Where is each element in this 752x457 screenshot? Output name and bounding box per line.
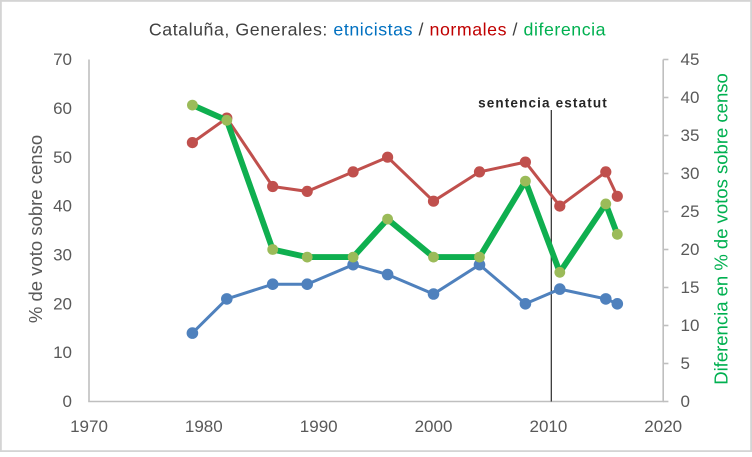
svg-text:2020: 2020 (644, 417, 682, 436)
svg-text:10: 10 (53, 343, 72, 362)
svg-text:% de voto sobre censo: % de voto sobre censo (25, 135, 46, 323)
svg-text:2000: 2000 (415, 417, 453, 436)
svg-text:30: 30 (681, 164, 700, 183)
svg-text:25: 25 (681, 202, 700, 221)
svg-text:50: 50 (53, 148, 72, 167)
svg-text:sentencia estatut: sentencia estatut (478, 96, 608, 111)
svg-text:40: 40 (53, 197, 72, 216)
svg-text:30: 30 (53, 246, 72, 265)
svg-text:2010: 2010 (529, 417, 567, 436)
svg-text:15: 15 (681, 278, 700, 297)
svg-text:1970: 1970 (70, 417, 108, 436)
svg-text:1990: 1990 (300, 417, 338, 436)
svg-text:10: 10 (681, 316, 700, 335)
svg-text:40: 40 (681, 88, 700, 107)
svg-text:5: 5 (681, 354, 690, 373)
svg-text:70: 70 (53, 50, 72, 69)
svg-text:60: 60 (53, 99, 72, 118)
svg-text:0: 0 (63, 392, 72, 411)
svg-text:20: 20 (681, 240, 700, 259)
svg-text:20: 20 (53, 294, 72, 313)
svg-text:Cataluña, Generales: etnicista: Cataluña, Generales: etnicistas / normal… (149, 20, 606, 40)
svg-text:1980: 1980 (185, 417, 223, 436)
svg-text:35: 35 (681, 126, 700, 145)
svg-text:Diferencia en % de votos sobre: Diferencia en % de votos sobre censo (710, 73, 731, 385)
svg-text:45: 45 (681, 50, 700, 69)
svg-text:0: 0 (681, 392, 690, 411)
